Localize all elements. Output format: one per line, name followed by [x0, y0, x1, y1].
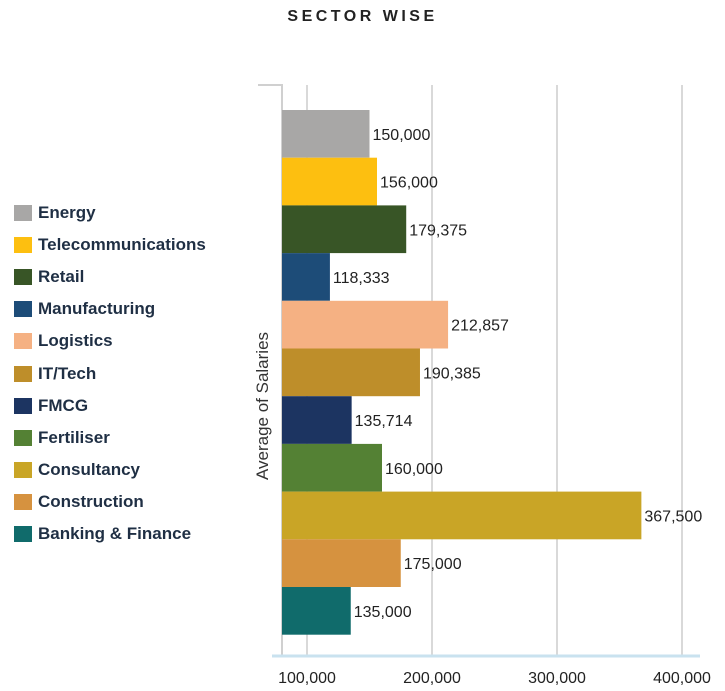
legend-swatch [14, 333, 32, 350]
legend-item: Logistics [14, 325, 206, 357]
legend-swatch [14, 493, 32, 510]
bar-7 [282, 443, 382, 492]
bar-8 [282, 491, 642, 540]
data-label: 212,857 [451, 318, 509, 335]
data-label: 150,000 [373, 127, 431, 144]
legend-item: Energy [14, 197, 206, 229]
legend-item: IT/Tech [14, 357, 206, 389]
legend-swatch [14, 525, 32, 542]
legend-label: Consultancy [38, 459, 141, 479]
data-label: 160,000 [385, 461, 443, 478]
legend-swatch [14, 461, 32, 478]
data-label: 179,375 [409, 222, 467, 239]
legend-label: IT/Tech [38, 363, 97, 383]
data-label: 367,500 [644, 508, 702, 525]
legend-label: Retail [38, 267, 85, 287]
x-tick-label: 300,000 [528, 670, 586, 687]
legend-swatch [14, 237, 32, 254]
legend-item: Fertiliser [14, 422, 206, 454]
bar-2 [282, 205, 407, 254]
legend-label: Banking & Finance [38, 523, 192, 543]
legend-label: Construction [38, 491, 144, 511]
x-tick-label: 200,000 [403, 670, 461, 687]
legend-label: Energy [38, 203, 96, 223]
x-tick-label: 100,000 [278, 670, 336, 687]
legend-label: Telecommunications [38, 235, 206, 255]
legend-item: Manufacturing [14, 293, 206, 325]
legend-label: Logistics [38, 331, 113, 351]
legend-item: Consultancy [14, 454, 206, 486]
data-label: 175,000 [404, 556, 462, 573]
legend-label: Manufacturing [38, 299, 156, 319]
legend-item: Construction [14, 486, 206, 518]
legend-swatch [14, 269, 32, 286]
legend-item: Retail [14, 261, 206, 293]
legend-swatch [14, 429, 32, 446]
legend: Energy Telecommunications Retail Manufactur… [14, 197, 206, 550]
legend-item: FMCG [14, 390, 206, 422]
bar-3 [282, 253, 330, 301]
legend-item: Banking & Finance [14, 518, 206, 550]
bar-1 [282, 157, 377, 206]
bar-6 [282, 396, 352, 444]
legend-label: Fertiliser [38, 427, 110, 447]
data-label: 135,000 [354, 604, 412, 621]
legend-label: FMCG [38, 395, 89, 415]
bar-4 [282, 300, 449, 349]
data-label: 190,385 [423, 365, 481, 382]
y-axis-label: Average of Salaries [253, 332, 272, 480]
bar-9 [282, 539, 401, 587]
legend-item: Telecommunications [14, 229, 206, 261]
data-label: 135,714 [355, 413, 413, 430]
chart-title: SECTOR WISE [287, 8, 438, 25]
bar-10 [282, 587, 351, 635]
legend-swatch [14, 365, 32, 382]
data-label: 118,333 [333, 270, 390, 287]
bar-5 [282, 348, 420, 397]
legend-swatch [14, 301, 32, 318]
legend-swatch [14, 397, 32, 414]
bar-0 [282, 110, 370, 158]
legend-swatch [14, 205, 32, 222]
data-label: 156,000 [380, 175, 438, 192]
x-tick-label: 400,000 [653, 670, 711, 687]
